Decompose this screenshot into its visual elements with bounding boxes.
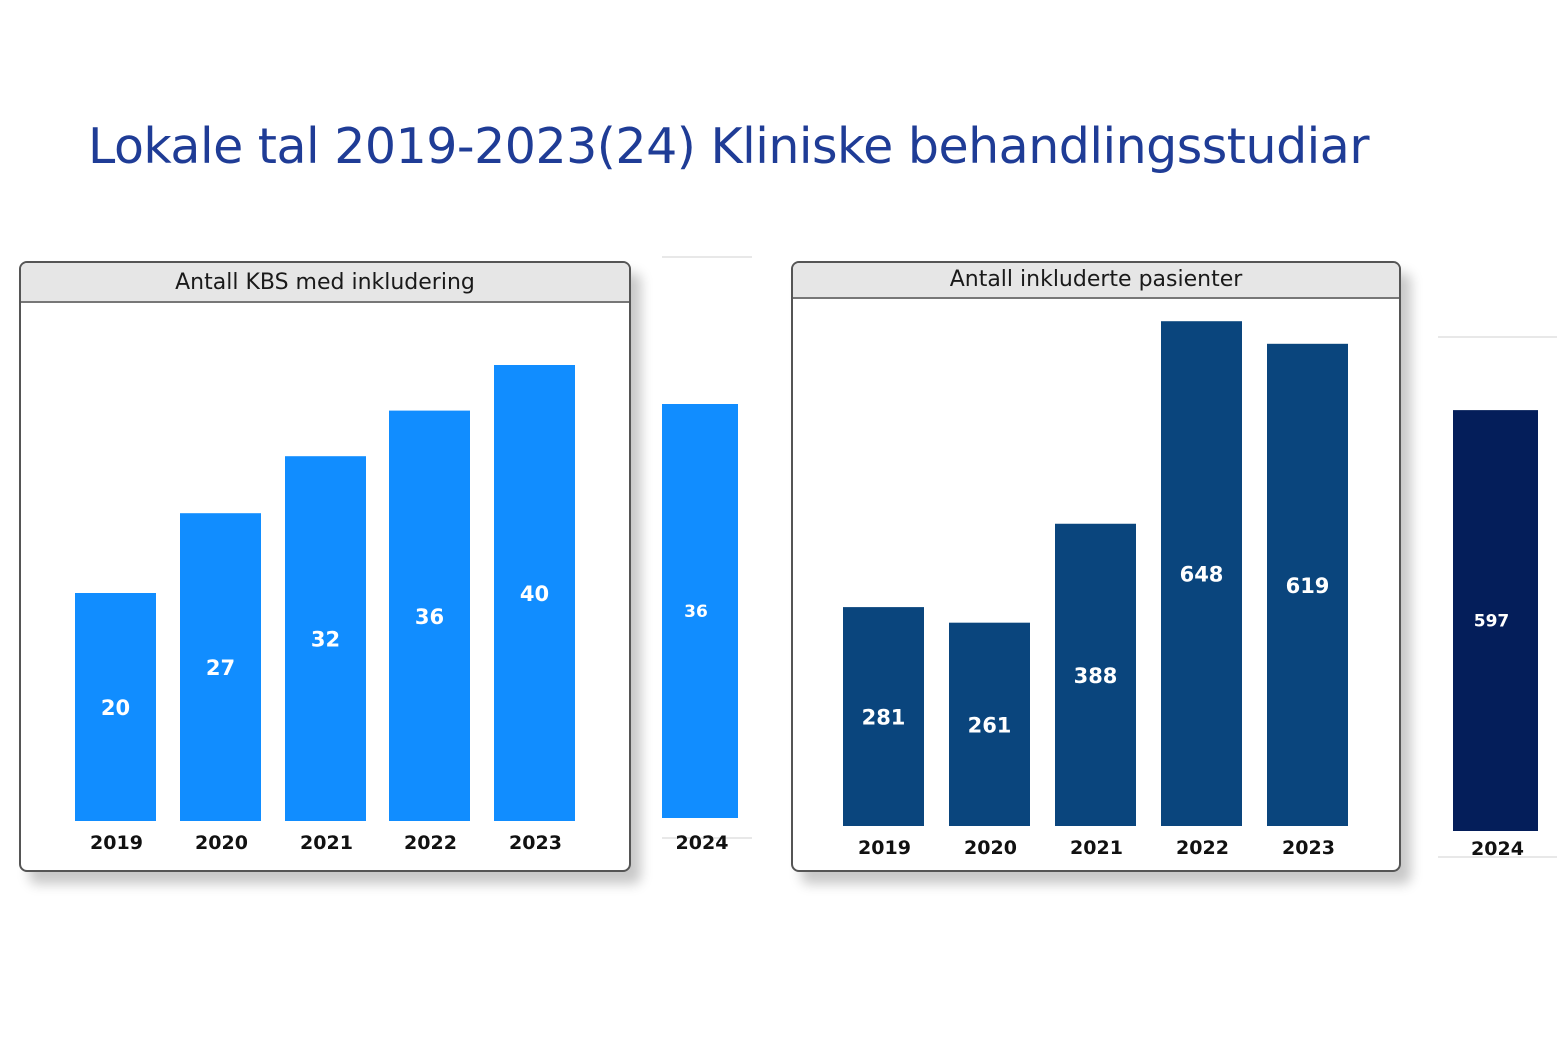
chart-title-kbs: Antall KBS med inkludering: [21, 263, 629, 303]
bar-kbs-2020: [180, 513, 261, 821]
x-tick-label-patients-2020: 2020: [964, 837, 1017, 859]
bar-patients-2023: [1267, 343, 1348, 826]
x-tick-label-kbs-2020: 2020: [195, 832, 248, 854]
x-tick-label-kbs-2019: 2019: [90, 832, 143, 854]
x-tick-label-kbs-2024: 2024: [676, 832, 729, 854]
data-label-kbs-2022: 36: [415, 605, 444, 629]
bar-kbs-2024: [662, 404, 738, 818]
bar-patients-2019: [843, 607, 924, 826]
data-label-patients-2019: 281: [862, 706, 906, 730]
bar-patients-2021: [1055, 523, 1136, 826]
x-tick-label-kbs-2022: 2022: [404, 832, 457, 854]
x-tick-label-patients-2021: 2021: [1070, 837, 1123, 859]
x-tick-label-kbs-2021: 2021: [300, 832, 353, 854]
data-label-patients-2020: 261: [968, 713, 1012, 737]
slide-title: Lokale tal 2019-2023(24) Kliniske behand…: [88, 118, 1369, 175]
x-tick-label-patients-2019: 2019: [858, 837, 911, 859]
chart-title-patients: Antall inkluderte pasienter: [793, 263, 1399, 299]
data-label-patients-2022: 648: [1180, 563, 1224, 587]
x-tick-label-patients-2022: 2022: [1176, 837, 1229, 859]
data-label-kbs-2021: 32: [311, 628, 340, 652]
data-label-kbs-2024: 36: [684, 602, 708, 622]
data-label-patients-2021: 388: [1074, 664, 1118, 688]
bar-patients-2022: [1161, 321, 1242, 826]
bar-kbs-2019: [75, 593, 156, 821]
bar-kbs-2023: [494, 365, 575, 821]
bar-patients-2024: [1453, 410, 1538, 831]
bar-kbs-2021: [285, 456, 366, 821]
x-tick-label-patients-2024: 2024: [1471, 838, 1524, 860]
data-label-kbs-2023: 40: [520, 582, 549, 606]
data-label-kbs-2020: 27: [206, 656, 235, 680]
data-label-patients-2023: 619: [1286, 574, 1330, 598]
data-label-patients-2024: 597: [1474, 612, 1510, 632]
bar-patients-2020: [949, 622, 1030, 826]
x-tick-label-kbs-2023: 2023: [509, 832, 562, 854]
x-tick-label-patients-2023: 2023: [1282, 837, 1335, 859]
bar-kbs-2022: [389, 410, 470, 821]
data-label-kbs-2019: 20: [101, 696, 130, 720]
